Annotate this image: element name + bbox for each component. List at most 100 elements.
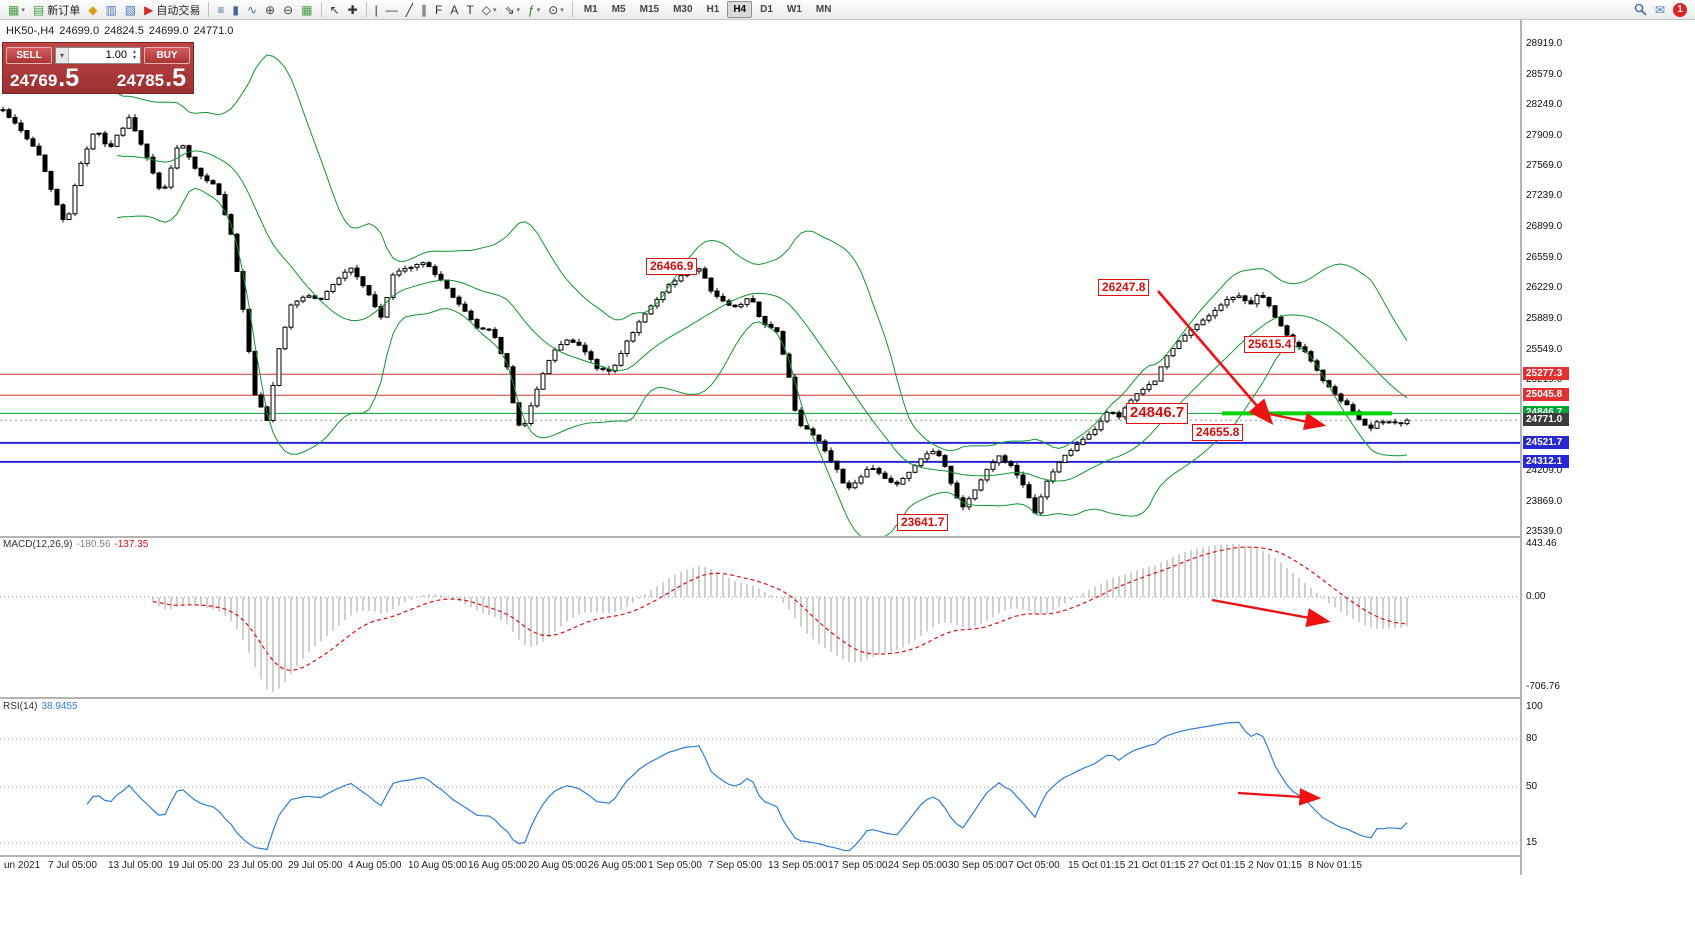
- price-annotation-label[interactable]: 26247.8: [1098, 279, 1150, 296]
- horizontal-line-button[interactable]: —: [383, 1, 401, 19]
- price-annotation-label[interactable]: 25615.4: [1244, 336, 1296, 353]
- tile-windows-button[interactable]: ▦: [298, 1, 315, 19]
- price-axis-label: 25889.0: [1526, 313, 1563, 324]
- volume-stepper[interactable]: ▴ ▾: [129, 49, 140, 61]
- horizontal-line-icon: —: [385, 2, 398, 17]
- search-button[interactable]: [1631, 1, 1650, 19]
- price-axis-tag: 24771.0: [1523, 413, 1569, 426]
- main-chart-canvas[interactable]: [0, 20, 1520, 536]
- autotrading-button[interactable]: ▶ 自动交易: [141, 1, 203, 19]
- new-order-button-label: 新订单: [47, 4, 81, 17]
- toolbar-separator: [208, 2, 210, 17]
- crosshair-icon: ✚: [347, 2, 358, 17]
- crosshair-button[interactable]: ✚: [345, 1, 361, 19]
- panel-separator[interactable]: [0, 697, 1695, 699]
- price-axis-label: 24209.0: [1526, 465, 1563, 476]
- price-axis-tag: 24312.1: [1523, 455, 1569, 468]
- timeframe-h4-button[interactable]: H4: [727, 1, 753, 18]
- price-annotation-label[interactable]: 26466.9: [646, 258, 698, 275]
- rsi-line: [86, 721, 1408, 852]
- price-annotation-label[interactable]: 24655.8: [1192, 424, 1244, 441]
- new-chart-button[interactable]: ▦ ▾: [5, 1, 28, 19]
- vertical-line-button[interactable]: |: [372, 1, 381, 19]
- text-button[interactable]: A: [447, 1, 461, 19]
- rsi-panel-canvas[interactable]: [0, 699, 1520, 855]
- sell-price[interactable]: 24769.5: [10, 64, 80, 92]
- price-axis-label: 26559.0: [1526, 252, 1563, 263]
- price-axis-label: 28249.0: [1526, 99, 1563, 110]
- macd-axis-label: 0.00: [1526, 591, 1546, 602]
- volume-control: ▾ ▴▾: [55, 46, 141, 64]
- time-axis-label: 2 Nov 01:15: [1248, 860, 1302, 871]
- channel-button[interactable]: ∥: [418, 1, 430, 19]
- cursor-icon: ↖: [329, 2, 340, 17]
- timeframe-w1-button[interactable]: W1: [786, 4, 802, 15]
- panel-separator[interactable]: [0, 536, 1695, 538]
- mail-button[interactable]: ✉: [1652, 1, 1668, 19]
- sell-button[interactable]: SELL: [6, 46, 52, 64]
- buy-button[interactable]: BUY: [144, 46, 190, 64]
- timeframe-m5-button[interactable]: M5: [611, 4, 626, 15]
- timeframe-mn-button[interactable]: MN: [815, 4, 832, 15]
- trendline-icon: ╱: [405, 2, 413, 17]
- candlestick-chart-icon: ▮: [232, 2, 239, 17]
- text-label-button[interactable]: T: [463, 1, 476, 19]
- navigator-button[interactable]: ▧: [122, 1, 139, 19]
- fibonacci-icon: F: [435, 2, 443, 17]
- time-axis-label: 17 Sep 05:00: [828, 860, 888, 871]
- dropdown-caret-icon: ▾: [516, 6, 521, 14]
- macd-title: MACD(12,26,9): [3, 539, 73, 550]
- price-axis-label: 26899.0: [1526, 221, 1563, 232]
- price-axis-label: 28579.0: [1526, 69, 1563, 80]
- candlestick-chart-button[interactable]: ▮: [229, 1, 242, 19]
- price-annotation-label[interactable]: 24846.7: [1126, 403, 1189, 424]
- toolbar: ▦ ▾ ▤ 新订单 ◆ ▥ ▧ ▶ 自动交易 ≡ ▮ ∿ ⊕ ⊖ ▦ ↖ ✚ | — ╱ ∥ F A T ◇ ▾ ⇘ ▾ ƒ ▾ ⊙ ▾ M1 M…: [0, 0, 1695, 20]
- new-order-icon: ▤: [32, 2, 45, 17]
- macd-panel-canvas[interactable]: [0, 538, 1520, 697]
- zoom-in-button[interactable]: ⊕: [262, 1, 278, 19]
- zoom-in-icon: ⊕: [265, 2, 276, 17]
- rsi-axis-label: 50: [1526, 781, 1538, 792]
- macd-axis-label: 443.46: [1526, 538, 1557, 549]
- cursor-button[interactable]: ↖: [327, 1, 343, 19]
- price-axis-label: 27569.0: [1526, 160, 1563, 171]
- time-axis-label: 13 Jul 05:00: [108, 860, 163, 871]
- time-axis-label: 23 Jul 05:00: [228, 860, 283, 871]
- new-order-button[interactable]: ▤ 新订单: [30, 1, 83, 19]
- objects-button[interactable]: ⊙ ▾: [545, 1, 567, 19]
- trendline-button[interactable]: ╱: [403, 1, 416, 19]
- step-up-icon[interactable]: ▴: [132, 49, 136, 55]
- arrows-button[interactable]: ⇘ ▾: [501, 1, 523, 19]
- bar-chart-button[interactable]: ≡: [214, 1, 227, 19]
- symbol-period: HK50-,H4: [6, 25, 55, 37]
- rsi-value: 38.9455: [41, 701, 78, 712]
- rsi-title: RSI(14): [3, 701, 38, 712]
- time-axis[interactable]: un 2021 7 Jul 05:00 13 Jul 05:00 19 Jul 05:…: [0, 857, 1520, 875]
- time-axis-label: 20 Aug 05:00: [528, 860, 587, 871]
- volume-dropdown-icon[interactable]: ▾: [56, 47, 69, 63]
- zoom-out-button[interactable]: ⊖: [280, 1, 296, 19]
- notification-badge[interactable]: 1: [1673, 2, 1687, 17]
- arrows-icon: ⇘: [504, 2, 515, 17]
- price-axis-label: 28919.0: [1526, 38, 1563, 49]
- step-down-icon[interactable]: ▾: [132, 55, 136, 61]
- fibonacci-button[interactable]: F: [432, 1, 445, 19]
- price-annotation-label[interactable]: 23641.7: [897, 514, 949, 531]
- line-chart-button[interactable]: ∿: [244, 1, 260, 19]
- timeframe-h1-button[interactable]: H1: [706, 4, 720, 15]
- profiles-button[interactable]: ◆: [85, 1, 100, 19]
- timeframe-d1-button[interactable]: D1: [760, 4, 773, 15]
- price-axis-tag: 24521.7: [1523, 436, 1569, 449]
- market-watch-button[interactable]: ▥: [102, 1, 119, 19]
- rsi-axis-label: 80: [1526, 733, 1538, 744]
- shapes-button[interactable]: ◇ ▾: [479, 1, 500, 19]
- price-axis[interactable]: 28919.0 28579.0 28249.0 27909.0 27569.0 27239…: [1522, 20, 1695, 875]
- indicators-button[interactable]: ƒ ▾: [525, 1, 543, 19]
- buy-price[interactable]: 24785.5: [116, 64, 186, 92]
- timeframe-m15-button[interactable]: M15: [639, 4, 660, 15]
- timeframe-m1-button[interactable]: M1: [583, 4, 598, 15]
- toolbar-separator: [365, 2, 367, 17]
- volume-input[interactable]: [69, 49, 129, 61]
- autotrading-button-label: 自动交易: [156, 4, 201, 17]
- timeframe-m30-button[interactable]: M30: [673, 4, 693, 15]
